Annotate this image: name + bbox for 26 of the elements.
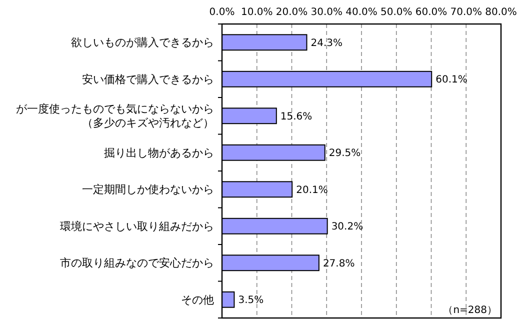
- x-tick-label: 10.0%: [240, 7, 273, 18]
- data-label: 15.6%: [280, 111, 312, 122]
- x-tick-label: 50.0%: [380, 7, 412, 18]
- x-tick-label: 60.0%: [415, 7, 448, 18]
- data-label: 29.5%: [328, 148, 361, 160]
- data-label: 3.5%: [238, 295, 264, 306]
- data-label: 20.1%: [296, 184, 328, 196]
- data-label: 24.3%: [310, 38, 343, 49]
- y-tick-label: 掘り出し物があるから: [104, 146, 214, 160]
- x-tick-label: 80.0%: [485, 7, 517, 18]
- x-tick-label: 20.0%: [276, 7, 308, 18]
- x-tick-label: 40.0%: [346, 7, 378, 18]
- annotation: （n=288）: [443, 305, 497, 316]
- y-tick-label: 市の取り組みなので安心だから: [60, 256, 214, 270]
- y-tick-label: が一度使ったものでも気にならないから（多少のキズや汚れなど）: [16, 102, 214, 130]
- x-tick-label: 30.0%: [310, 7, 343, 18]
- y-tick-label: 安い価格で購入できるから: [82, 72, 214, 86]
- x-tick-label: 70.0%: [450, 7, 482, 18]
- y-tick-label: 環境にやさしい取り組みだから: [60, 220, 214, 233]
- x-tick-label: 0.0%: [209, 7, 235, 18]
- data-label: 27.8%: [322, 258, 355, 270]
- data-label: 60.1%: [436, 74, 468, 86]
- y-tick-label: 欲しいものが購入できるから: [71, 36, 214, 50]
- y-tick-label: その他: [181, 293, 214, 306]
- data-label: 30.2%: [331, 222, 364, 233]
- y-tick-label: 一定期間しか使わないから: [82, 183, 214, 196]
